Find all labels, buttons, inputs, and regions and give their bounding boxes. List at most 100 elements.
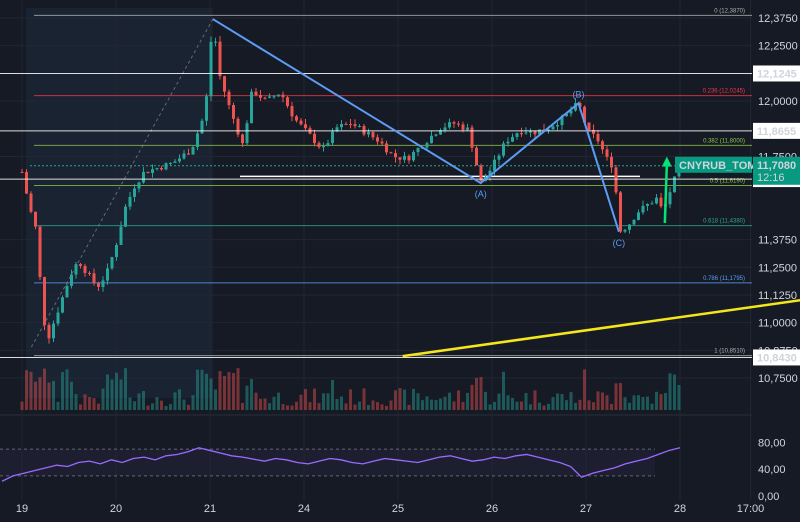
volume-bar [286, 405, 289, 410]
volume-bar [565, 400, 568, 410]
volume-bar [596, 391, 600, 410]
candle-body [128, 196, 132, 207]
volume-bar [259, 398, 262, 410]
rsi-line[interactable] [1, 447, 681, 482]
candle-body [74, 264, 78, 275]
volume-bar [236, 368, 240, 410]
volume-bar [425, 396, 429, 410]
candle-body [281, 94, 285, 98]
volume-bar [317, 403, 321, 410]
volume-bar [196, 369, 199, 410]
candle-body [641, 205, 645, 213]
volume-bar [119, 379, 123, 410]
x-tick-label: 25 [392, 503, 404, 515]
volume-bar [38, 377, 42, 410]
volume-bar [340, 396, 343, 410]
volume-bar [70, 381, 73, 410]
last-price-value: 11,7080 [757, 160, 796, 172]
volume-bar [254, 392, 258, 410]
y-tick-label: 12,2500 [758, 41, 798, 53]
volume-bar [43, 368, 46, 410]
volume-bar [88, 397, 91, 410]
volume-bar [344, 403, 348, 410]
candle-body [349, 124, 352, 126]
candle-body [511, 136, 514, 142]
volume-bar [578, 399, 582, 410]
candle-body [110, 256, 114, 269]
price-tag[interactable] [753, 122, 800, 139]
x-tick-label: 26 [486, 503, 498, 515]
candle-body [470, 127, 474, 148]
volume-bar [587, 400, 591, 410]
volume-bar [214, 389, 217, 410]
volume-bar [515, 401, 519, 410]
volume-bar [209, 378, 213, 410]
fib-level-label: 0 (12,3870) [714, 8, 745, 14]
candle-body [394, 153, 397, 158]
volume-bar [394, 390, 397, 410]
volume-bar [151, 403, 154, 410]
volume-bar [551, 397, 555, 410]
rsi-tick-label: 80,00 [758, 437, 786, 449]
candle-body [47, 324, 51, 339]
wave-label: (C) [613, 238, 626, 248]
volume-bar [299, 394, 303, 410]
wave-path[interactable] [212, 18, 620, 233]
volume-bar [133, 401, 136, 410]
volume-bar [182, 399, 186, 410]
candle-body [560, 116, 564, 126]
candle-body [209, 41, 213, 97]
volume-bar [250, 378, 253, 410]
candle-body [191, 147, 195, 155]
candle-body [367, 132, 370, 135]
x-tick-label: 21 [204, 503, 216, 515]
candle-body [362, 125, 366, 135]
candle-body [236, 118, 240, 135]
candle-body [650, 203, 654, 205]
candle-body [200, 120, 204, 134]
volume-bar [398, 388, 402, 410]
candle-body [70, 274, 73, 286]
candle-body [592, 129, 595, 134]
candle-body [614, 167, 618, 193]
candle-body [655, 197, 658, 204]
last-price-tag[interactable] [753, 156, 800, 185]
volume-bar [367, 405, 370, 410]
volume-bar [484, 391, 487, 410]
volume-bar [412, 388, 415, 410]
volume-bar [25, 370, 28, 410]
volume-bar [47, 382, 51, 410]
candle-body [43, 277, 46, 325]
volume-bar [326, 393, 330, 410]
candle-body [358, 125, 361, 127]
candle-body [389, 152, 393, 154]
candle-body [619, 192, 622, 232]
price-tag[interactable] [753, 65, 800, 82]
trendline[interactable] [402, 292, 800, 358]
candle-body [250, 91, 253, 124]
candle-body [335, 127, 339, 132]
candle-body [263, 97, 267, 99]
symbol-tag[interactable] [675, 156, 752, 173]
candle-body [533, 130, 537, 135]
volume-bar [452, 401, 456, 410]
y-tick-label: 11,2500 [758, 262, 797, 274]
candle-body [34, 211, 37, 227]
volume-bar [227, 371, 231, 410]
candle-body [25, 172, 28, 194]
candle-body [164, 163, 168, 170]
price-tag[interactable] [753, 349, 800, 366]
candle-body [101, 280, 105, 287]
volume-bar [533, 390, 537, 410]
fib-level-label: 0.786 (11,1795) [703, 276, 745, 282]
volume-bar [470, 384, 474, 410]
candle-body [146, 171, 150, 173]
candle-body [466, 127, 469, 130]
candle-body [155, 167, 159, 170]
volume-bar [605, 395, 609, 410]
y-tick-label: 10,7500 [758, 373, 798, 385]
x-tick-label: 28 [674, 503, 686, 515]
volume-bar [290, 405, 294, 410]
volume-bar [295, 401, 298, 410]
